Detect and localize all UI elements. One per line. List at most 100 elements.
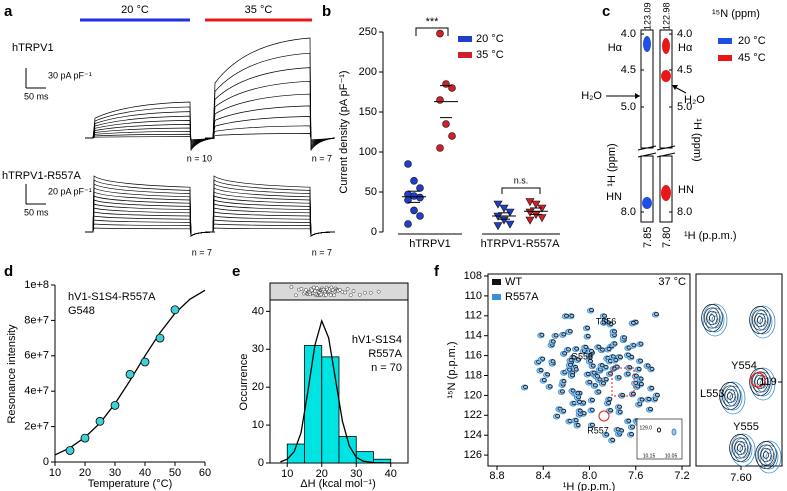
rug-point [343,290,348,295]
data-point [442,80,450,88]
spectrum-peak [608,371,613,376]
current-trace [205,211,336,237]
current-trace [205,175,336,237]
spectrum-peak [569,313,575,318]
zoom-peak [736,441,750,459]
zoom-peak [737,444,743,452]
spectrum-peak [561,332,567,337]
data-point [531,200,541,209]
x-tick-label: 40 [139,467,151,479]
spectrum-peak [629,432,634,437]
rug-point [324,293,328,297]
zoom-peak [759,444,779,470]
legend-swatch [458,36,472,42]
current-trace [205,227,336,237]
current-trace [85,215,216,237]
spectrum-peak [561,408,567,413]
spectrum-peak [625,371,631,376]
data-point [448,84,456,92]
y-tick-label: 6e+7 [24,350,49,362]
spectrum-peak [566,347,571,352]
y-tick-label: 40 [252,305,264,317]
y-tick-label: 30 [252,343,264,355]
strip-label: 123.09 [642,2,652,30]
peak-label: H₂O [581,90,602,102]
current-trace [205,80,336,147]
spectrum-peak [596,344,602,349]
zoom-peak [757,316,763,324]
y-axis-title: ¹⁵N (p.p.m.) [446,341,458,398]
current-trace [205,215,336,237]
zoom-peak [751,309,769,331]
fit-curve [280,318,391,464]
y-tick-label: 8.0 [621,206,636,218]
peak-label: Hα [678,42,693,54]
y-tick-label: 10 [252,419,264,431]
data-point [416,193,424,202]
spectrum-peak [560,389,565,394]
panel-letter: b [322,3,331,20]
spectrum-peak [608,408,614,413]
y-tick-label: 108 [464,270,482,282]
peak-label: HN [606,191,622,203]
zoom-peak [733,437,753,463]
zoom-peak [750,367,776,401]
panel-letter: d [4,263,13,280]
zoom-peak [729,393,737,403]
current-trace [205,67,336,149]
spectrum-peak [639,397,645,402]
peak-label: Hα [608,42,623,54]
axis-title: ¹H (ppm) [691,118,703,161]
spectrum-peak [607,396,613,401]
y-tick-label: 4.0 [621,28,636,40]
spectrum-peak [631,343,637,348]
current-trace [205,179,336,237]
current-trace [85,203,216,237]
x-tick-label: 20 [316,468,328,480]
spectrum-peak [564,313,569,318]
current-trace [205,203,336,237]
zoom-peak [757,378,763,386]
x-tick-label: 8.0 [582,470,597,482]
zoom-peak [759,379,767,389]
data-point [80,433,90,443]
x-tick-label: 8.4 [536,470,551,482]
y-tick-label: 0 [371,226,377,238]
y-tick-label: 119 [759,376,777,388]
annotation: G548 [68,305,95,317]
y-axis-title: Resonance intensity [6,324,18,424]
spectrum-peak [630,391,636,396]
x-tick-label: 30 [350,468,362,480]
spectrum-peak [638,341,644,346]
spectrum-peak [638,376,644,381]
spectrum-peak [602,313,607,318]
zoom-peak [720,381,746,415]
spectrum-peak [648,407,653,412]
axis-break [637,152,657,158]
x-tick-label: 7.6 [628,470,643,482]
spectrum-peak [606,400,612,405]
rug-point [348,293,353,298]
bracket [501,187,541,194]
axis-break [656,145,676,151]
legend-label: 20 °C [738,35,766,47]
data-point [442,120,450,128]
spectrum-peak [589,407,595,412]
data-point [416,184,424,192]
legend-label: 45 °C [738,52,766,64]
zoom-peak [750,305,776,339]
peak-label: HN [678,184,694,196]
x-tick-label: hTRPV1 [409,238,451,250]
spectrum-peak [589,308,594,313]
strip-label: 122.98 [661,2,671,30]
x-tick-label: 8.8 [489,470,504,482]
data-point [505,220,515,229]
panel-letter: c [602,3,610,20]
zoom-region [611,367,635,397]
inset-label: 129.0 [639,425,652,431]
y-tick-label: 110 [464,290,482,302]
spectrum-peak [567,362,573,367]
spectrum-peak [577,408,583,413]
x-axis-title: ΔH (kcal mol⁻¹) [300,478,376,490]
spectrum-peak [610,437,616,442]
